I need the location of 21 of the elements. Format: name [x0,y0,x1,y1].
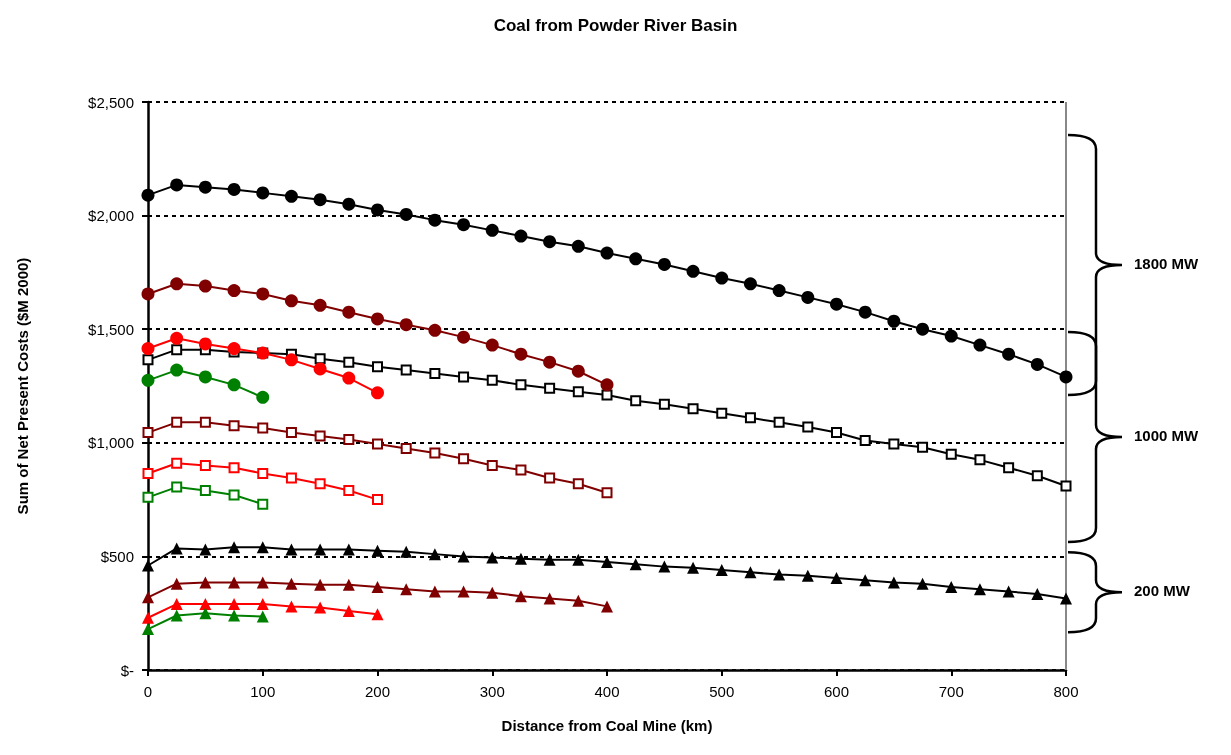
y-tick-label: $1,500 [88,320,134,338]
x-tick-label: 600 [823,683,850,700]
x-tick-label: 500 [709,683,735,700]
y-axis-title: Sum of Net Present Costs ($M 2000) [14,257,31,515]
x-tick-label: 0 [143,683,153,700]
x-tick-label: 400 [594,683,620,700]
y-tick-label: $2,000 [88,207,134,225]
chart-title: Coal from Powder River Basin [493,16,738,35]
text: 200 MW [1134,582,1191,600]
x-tick-label: 700 [938,683,964,700]
x-axis-title: Distance from Coal Mine (km) [501,717,713,734]
y-tick-label: $1,000 [88,434,134,452]
x-tick-label: 100 [250,683,276,700]
x-tick-label: 300 [479,683,505,700]
y-tick-label: $- [120,661,134,679]
x-tick-label: 800 [1053,683,1079,700]
y-tick-label: $2,500 [88,93,134,111]
y-tick-label: $500 [100,547,134,565]
x-tick-label: 200 [364,683,391,700]
text: 1800 MW [1134,255,1200,273]
text: 1000 MW [1134,427,1200,445]
